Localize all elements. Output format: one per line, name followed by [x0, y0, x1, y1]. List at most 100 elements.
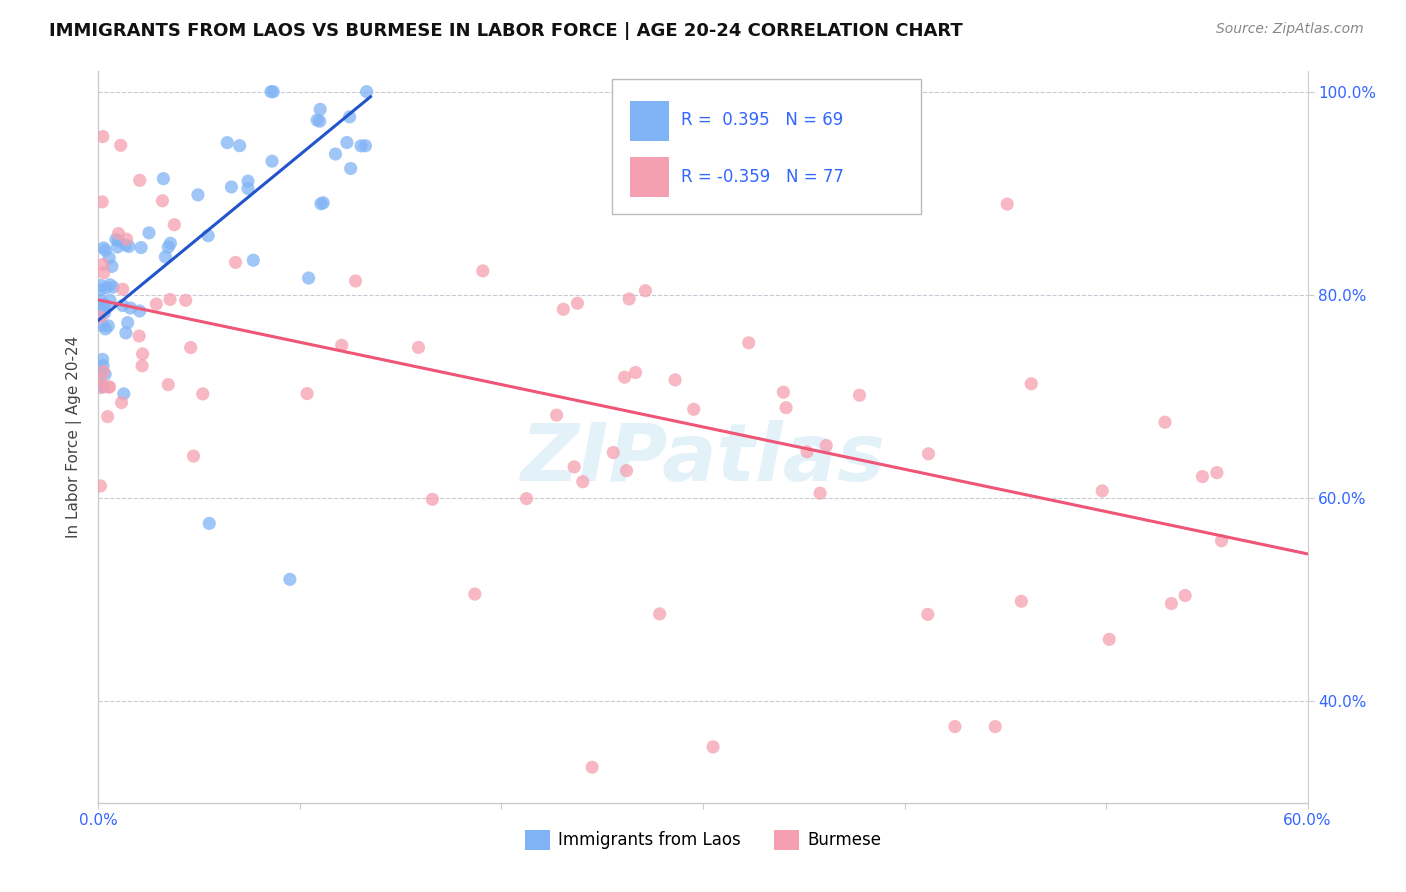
Point: [191, 387, 214, 401]
Point: [562, 459, 585, 474]
Point: [260, 154, 283, 169]
Point: [89, 479, 111, 493]
Point: [297, 271, 319, 285]
Point: [330, 338, 353, 352]
Point: [242, 253, 264, 268]
Point: [917, 447, 939, 461]
Point: [90, 278, 112, 293]
Point: [98, 380, 121, 394]
Point: [815, 438, 838, 452]
Point: [118, 239, 141, 253]
Point: [157, 240, 180, 254]
Point: [96, 281, 118, 295]
Point: [356, 85, 378, 99]
Point: [236, 174, 259, 188]
Point: [94, 244, 117, 258]
Point: [152, 171, 174, 186]
Point: [917, 607, 939, 622]
Point: [602, 445, 624, 459]
Point: [128, 329, 150, 343]
FancyBboxPatch shape: [613, 78, 921, 214]
Point: [187, 187, 209, 202]
Point: [1154, 415, 1177, 429]
Point: [848, 388, 870, 402]
Point: [93, 364, 115, 378]
Point: [197, 228, 219, 243]
Point: [112, 387, 135, 401]
Point: [128, 304, 150, 318]
Point: [91, 302, 114, 317]
Point: [91, 194, 114, 209]
Point: [89, 293, 111, 308]
Point: [236, 181, 259, 195]
Point: [344, 274, 367, 288]
Point: [115, 326, 138, 340]
Point: [91, 359, 114, 373]
Point: [157, 377, 180, 392]
Point: [943, 720, 966, 734]
Point: [110, 138, 132, 153]
Point: [107, 240, 129, 254]
Point: [163, 218, 186, 232]
Point: [117, 316, 139, 330]
Point: [93, 306, 115, 320]
Point: [138, 226, 160, 240]
Point: [104, 232, 127, 246]
Point: [98, 251, 121, 265]
Point: [309, 196, 332, 211]
Point: [131, 347, 153, 361]
Point: [339, 161, 361, 176]
Point: [89, 380, 111, 394]
Text: IMMIGRANTS FROM LAOS VS BURMESE IN LABOR FORCE | AGE 20-24 CORRELATION CHART: IMMIGRANTS FROM LAOS VS BURMESE IN LABOR…: [49, 22, 963, 40]
Point: [1174, 589, 1197, 603]
Point: [613, 370, 636, 384]
Point: [115, 232, 138, 246]
Point: [648, 607, 671, 621]
Point: [110, 395, 132, 409]
Point: [1206, 466, 1229, 480]
Point: [581, 760, 603, 774]
Point: [808, 486, 831, 500]
Point: [97, 409, 120, 424]
Point: [682, 402, 704, 417]
Point: [91, 129, 114, 144]
Point: [180, 341, 202, 355]
Point: [128, 173, 150, 187]
Point: [339, 110, 361, 124]
Point: [350, 139, 373, 153]
Point: [471, 264, 494, 278]
Text: R =  0.395   N = 69: R = 0.395 N = 69: [682, 112, 844, 129]
FancyBboxPatch shape: [630, 101, 669, 141]
Point: [101, 260, 124, 274]
Point: [89, 374, 111, 388]
Point: [572, 475, 595, 489]
Point: [775, 401, 797, 415]
Point: [174, 293, 197, 308]
Point: [1098, 632, 1121, 647]
Point: [90, 378, 112, 392]
Point: [94, 367, 117, 381]
Point: [546, 408, 568, 422]
Point: [89, 310, 111, 324]
Point: [91, 257, 114, 271]
Text: ZIPatlas: ZIPatlas: [520, 420, 886, 498]
Point: [93, 297, 115, 311]
Point: [91, 352, 114, 367]
Point: [97, 380, 120, 394]
Point: [93, 241, 115, 255]
Y-axis label: In Labor Force | Age 20-24: In Labor Force | Age 20-24: [66, 336, 83, 538]
Text: R = -0.359   N = 77: R = -0.359 N = 77: [682, 168, 844, 186]
Point: [89, 283, 111, 297]
Point: [307, 113, 329, 128]
Point: [91, 318, 114, 333]
Point: [93, 266, 115, 280]
Point: [221, 180, 243, 194]
Legend: Immigrants from Laos, Burmese: Immigrants from Laos, Burmese: [517, 823, 889, 856]
Point: [984, 720, 1007, 734]
Point: [90, 306, 112, 320]
Point: [995, 197, 1018, 211]
Point: [624, 366, 647, 380]
Point: [772, 385, 794, 400]
Point: [114, 238, 136, 252]
Point: [408, 341, 430, 355]
